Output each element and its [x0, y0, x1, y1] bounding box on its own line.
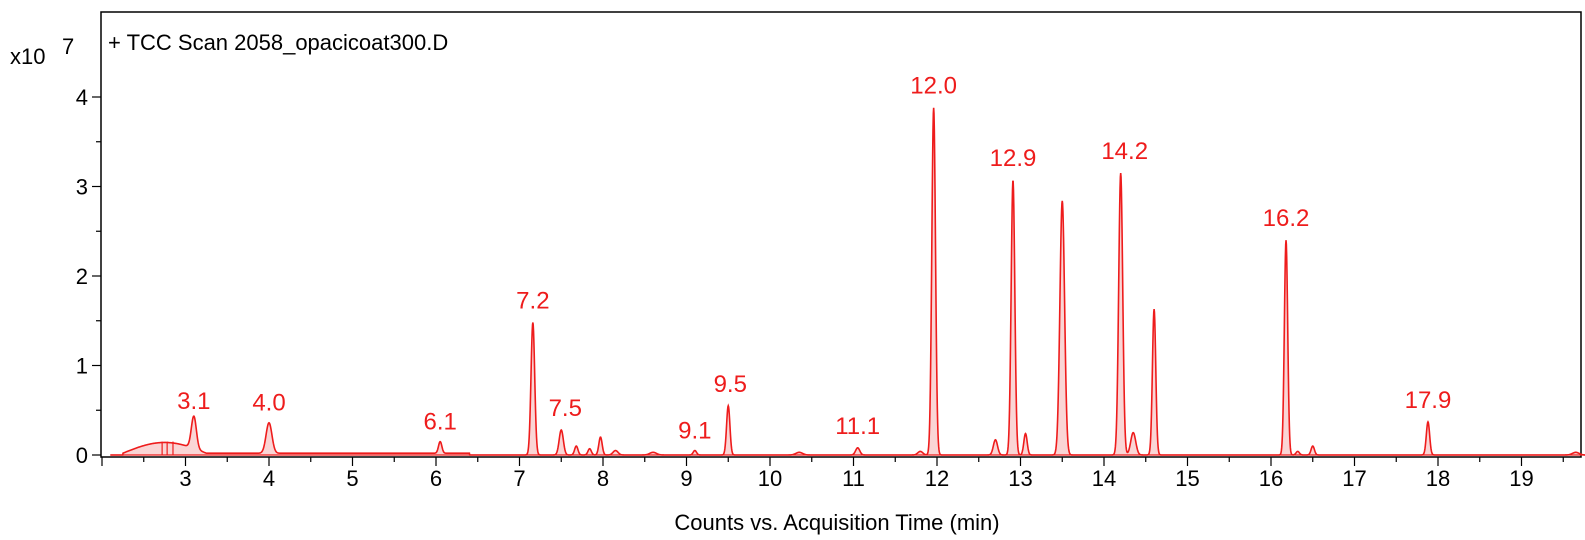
- signal-fill: [110, 107, 1585, 455]
- signal-trace: [110, 107, 1585, 456]
- y-axis-exponent: 7: [62, 34, 74, 59]
- y-axis: 0 1 2 3 4: [76, 85, 101, 468]
- x-tick-label: 11: [842, 466, 865, 491]
- x-tick-label: 16: [1259, 466, 1283, 491]
- x-tick-label: 18: [1426, 466, 1450, 491]
- y-tick-label: 2: [76, 264, 88, 289]
- x-tick-label: 10: [758, 466, 782, 491]
- chart-title: + TCC Scan 2058_opacicoat300.D: [108, 30, 448, 55]
- x-tick-label: 7: [513, 466, 525, 491]
- x-tick-label: 19: [1509, 466, 1533, 491]
- peak-label: 11.1: [835, 413, 880, 440]
- peak-label: 12.9: [990, 145, 1037, 172]
- y-tick-label: 0: [76, 443, 88, 468]
- x-tick-label: 12: [925, 466, 949, 491]
- x-tick-label: 6: [430, 466, 442, 491]
- x-tick-label: 15: [1175, 466, 1199, 491]
- peak-labels: 3.1 4.0 6.1 7.2 7.5 9.19.5 11.1 12.0 12.9 14.2 16.…: [177, 73, 1451, 445]
- x-axis-title: Counts vs. Acquisition Time (min): [674, 510, 999, 535]
- peak-label: 4.0: [252, 390, 285, 417]
- peak-label: 7.2: [516, 288, 549, 315]
- y-axis-multiplier: x10: [10, 44, 45, 69]
- peak-label: 12.0: [910, 73, 957, 100]
- x-tick-label: 17: [1342, 466, 1366, 491]
- x-tick-label: 4: [263, 466, 275, 491]
- peak-label: 14.2: [1101, 138, 1148, 165]
- peak-label: 9.5: [714, 371, 747, 398]
- x-tick-label: 13: [1008, 466, 1032, 491]
- x-tick-label: 3: [179, 466, 191, 491]
- plot-frame: [100, 11, 1582, 458]
- x-tick-label: 9: [680, 466, 692, 491]
- peak-label: 3.1: [177, 388, 210, 415]
- x-axis: 3 4 5 6 7 8 9 10 11 12 13 14 15 16 17 18 19: [101, 457, 1564, 491]
- peak-label: 9.1: [678, 418, 711, 445]
- signal-fill-layer: [110, 107, 1585, 455]
- baseline-layer: [110, 441, 1585, 456]
- y-tick-label: 4: [76, 85, 88, 110]
- x-tick-label: 5: [346, 466, 358, 491]
- x-tick-label: 14: [1092, 466, 1116, 491]
- peak-label: 7.5: [549, 395, 582, 422]
- x-tick-label: 8: [597, 466, 609, 491]
- y-tick-label: 1: [76, 354, 88, 379]
- y-tick-label: 3: [76, 175, 88, 200]
- peak-label: 16.2: [1263, 205, 1310, 232]
- peak-label: 17.9: [1405, 387, 1452, 414]
- peak-label: 6.1: [423, 408, 456, 435]
